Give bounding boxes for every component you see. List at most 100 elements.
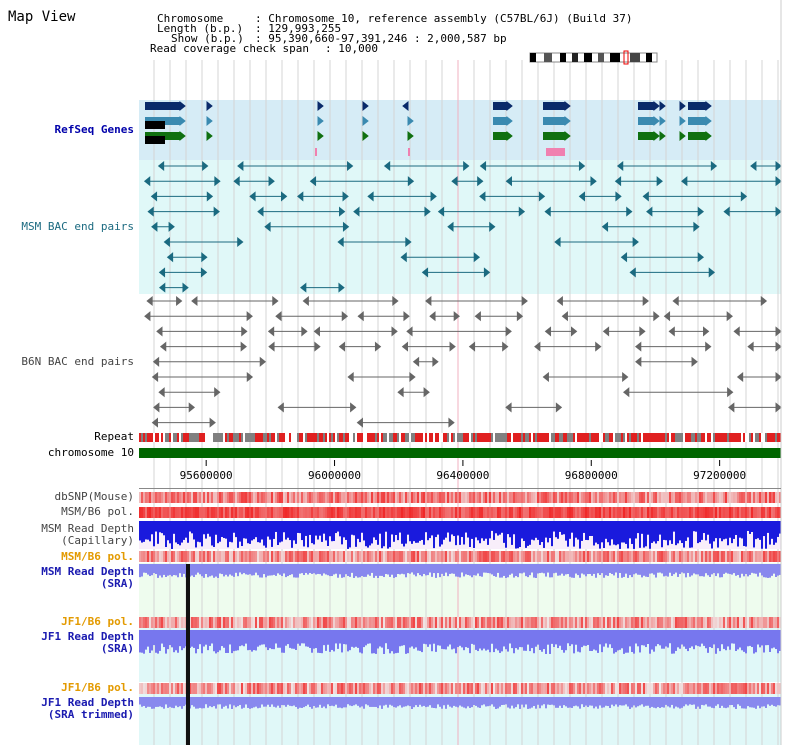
msm-sra-depth [273,564,275,575]
msm-pol2-heat [555,551,557,562]
axis-tick-label: 96800000 [565,469,618,482]
repeat-segment [403,433,405,442]
msm-sra-depth [261,564,263,578]
jf1-trim-depth [251,697,253,709]
dbsnp-heat [433,492,435,503]
msm-bac-end [237,160,244,172]
msm-sra-depth [667,564,669,577]
msm-pol-heat [349,507,351,518]
msm-sra-depth [147,564,149,575]
msm-cap-depth [685,521,687,541]
msm-pol-heat [409,507,411,518]
repeat-segment [167,433,169,442]
msm-cap-depth [357,521,359,539]
jf1-sra-depth [487,630,489,650]
repeat-segment [351,433,353,442]
dbsnp-heat [303,492,305,503]
jf1-pol-heat [699,617,701,628]
msm-cap-depth [591,521,593,536]
jf1-pol-heat [723,617,725,628]
jf1-sra-depth [371,630,373,654]
jf1-pol2-heat [473,683,475,694]
jf1-pol2-heat [237,683,239,694]
msm-bac-end [353,206,360,217]
dbsnp-heat [507,492,509,503]
jf1-pol-heat [169,617,171,628]
msm-cap-depth [423,521,425,545]
jf1-pol-heat [239,617,241,628]
msm-pol2-heat [177,551,179,562]
jf1-pol-heat [599,617,601,628]
jf1-sra-depth [681,630,683,645]
jf1-pol-heat [765,617,767,628]
repeat-segment [295,433,297,442]
msm-bac-end [681,176,688,187]
msm-pol2-heat [155,551,157,562]
repeat-segment [193,433,195,442]
msm-sra-depth [303,564,305,576]
jf1-sra-depth [625,630,627,653]
msm-cap-depth [777,521,779,537]
msm-cap-depth [223,521,225,539]
jf1-trim-depth [149,697,151,707]
msm-sra-depth [337,564,339,578]
msm-pol-heat [585,507,587,518]
jf1-pol-heat [439,617,441,628]
msm-pol-heat [509,507,511,518]
msm-pol-heat [189,507,191,518]
jf1-pol-heat [631,617,633,628]
msm-cap-depth [327,521,329,546]
msm-pol2-heat [775,551,777,562]
jf1-sra-depth [675,630,677,651]
jf1-sra-depth [327,630,329,645]
msm-pol2-heat [321,551,323,562]
msm-sra-depth [597,564,599,574]
msm-cap-depth [207,521,209,534]
dbsnp-heat [389,492,391,503]
gene-feature [543,117,565,125]
repeat-segment [743,433,745,442]
repeat-segment [561,433,563,442]
jf1-pol-heat [747,617,749,628]
jf1-pol-heat [583,617,585,628]
msm-sra-depth [333,564,335,575]
jf1-pol2-heat [191,683,193,694]
repeat-segment [231,433,233,442]
jf1-pol2-heat [569,683,571,694]
jf1-sra-depth [569,630,571,646]
msm-pol2-heat [721,551,723,562]
jf1-sra-depth [439,630,441,646]
msm-pol2-heat [247,551,249,562]
jf1-pol-heat [195,617,197,628]
msm-cap-depth [351,521,353,535]
jf1-sra-depth [493,630,495,653]
jf1-trim-depth [389,697,391,705]
msm-sra-depth [433,564,435,574]
msm-pol-heat [569,507,571,518]
jf1-trim-depth [485,697,487,707]
jf1-pol-heat [373,617,375,628]
jf1-pol-heat [213,617,215,628]
msm-sra-depth [403,564,405,575]
msm-pol2-heat [331,551,333,562]
jf1-pol2-heat [689,683,691,694]
msm-pol-heat [395,507,397,518]
dbsnp-heat [163,492,165,503]
jf1-pol2-heat [383,683,385,694]
msm-pol2-heat [249,551,251,562]
msm-cap-depth [739,521,741,538]
msm-pol-heat [595,507,597,518]
msm-sra-depth [441,564,443,574]
repeat-segment [589,433,591,442]
jf1-trim-depth [453,697,455,706]
dbsnp-heat [757,492,759,503]
jf1-pol2-heat [159,683,161,694]
jf1-sra-depth [231,630,233,654]
jf1-trim-depth [457,697,459,708]
jf1-sra-depth [181,630,183,651]
msm-pol2-heat [535,551,537,562]
jf1-trim-depth [437,697,439,705]
msm-pol-heat [209,507,211,518]
jf1-sra-depth [201,630,203,654]
